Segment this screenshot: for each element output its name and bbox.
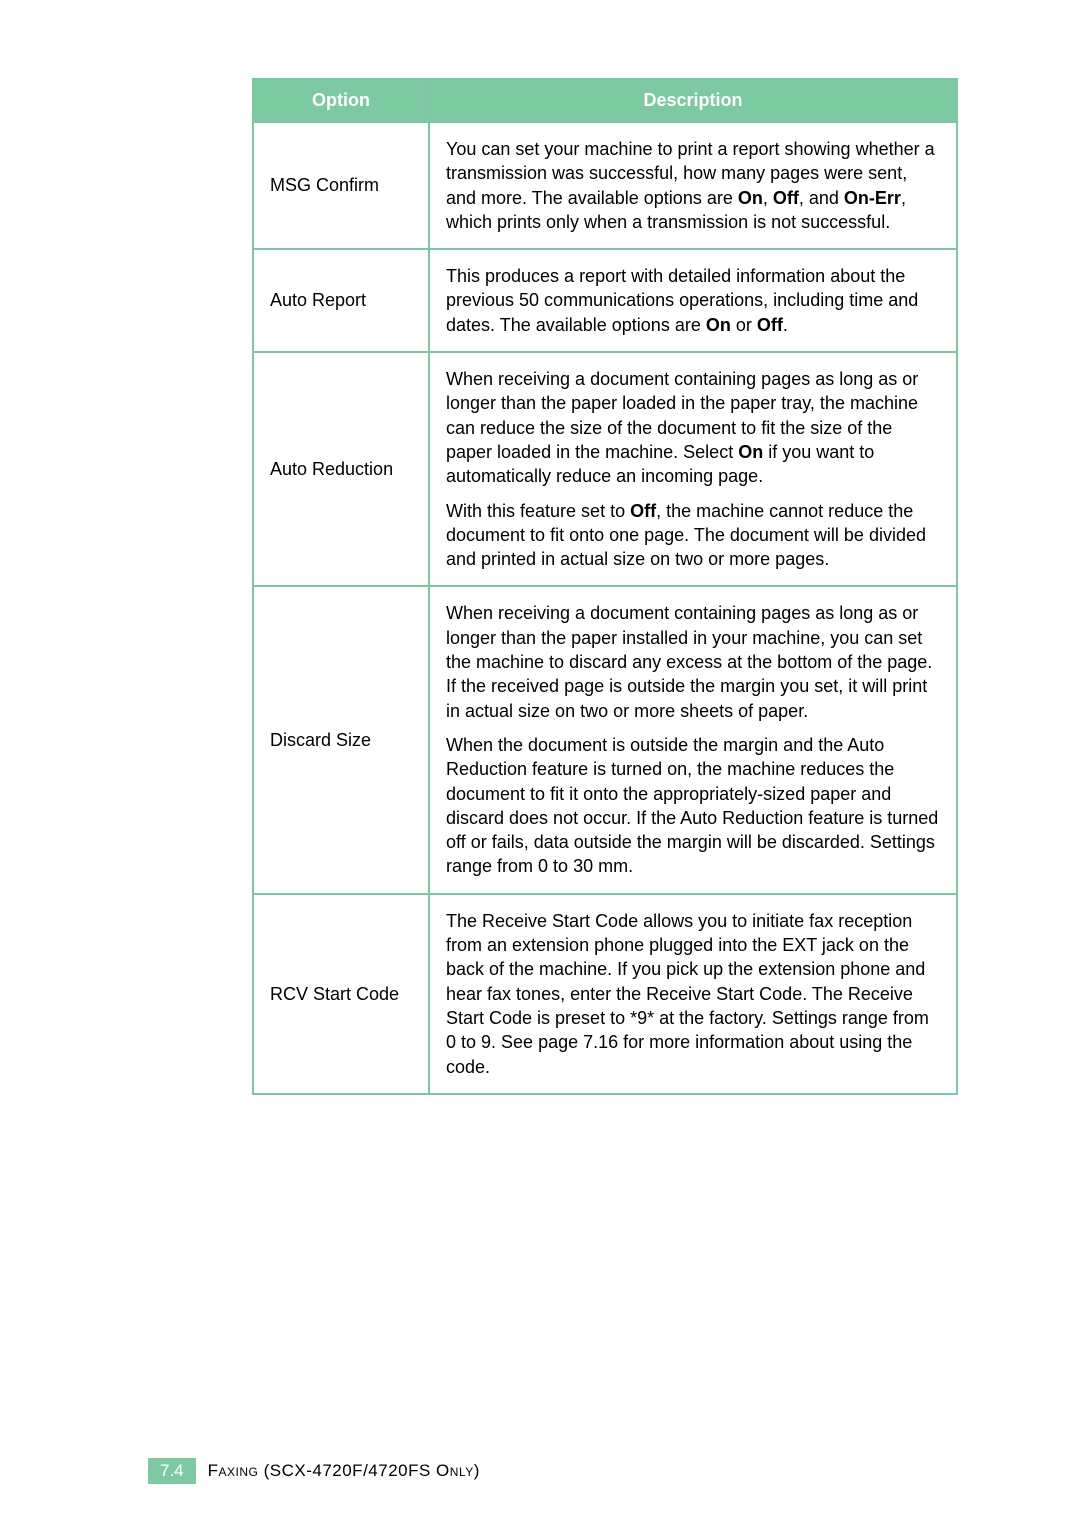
header-option: Option <box>253 79 429 122</box>
option-cell: Auto Report <box>253 249 429 352</box>
table-row: Auto Reduction When receiving a document… <box>253 352 957 586</box>
table-row: Auto Report This produces a report with … <box>253 249 957 352</box>
options-table: Option Description MSG Confirm You can s… <box>252 78 958 1095</box>
header-description: Description <box>429 79 957 122</box>
footer-section-title: Faxing (SCX-4720F/4720FS Only) <box>208 1461 480 1481</box>
page-number-badge: 7.4 <box>148 1458 196 1484</box>
table-row: RCV Start Code The Receive Start Code al… <box>253 894 957 1094</box>
page-container: Option Description MSG Confirm You can s… <box>0 0 1080 1528</box>
description-cell: You can set your machine to print a repo… <box>429 122 957 249</box>
option-cell: RCV Start Code <box>253 894 429 1094</box>
description-cell: The Receive Start Code allows you to ini… <box>429 894 957 1094</box>
table-row: Discard Size When receiving a document c… <box>253 586 957 893</box>
description-cell: This produces a report with detailed inf… <box>429 249 957 352</box>
description-cell: When receiving a document containing pag… <box>429 352 957 586</box>
description-cell: When receiving a document containing pag… <box>429 586 957 893</box>
option-cell: MSG Confirm <box>253 122 429 249</box>
option-cell: Auto Reduction <box>253 352 429 586</box>
option-cell: Discard Size <box>253 586 429 893</box>
table-row: MSG Confirm You can set your machine to … <box>253 122 957 249</box>
table-header-row: Option Description <box>253 79 957 122</box>
page-footer: 7.4 Faxing (SCX-4720F/4720FS Only) <box>148 1458 480 1484</box>
